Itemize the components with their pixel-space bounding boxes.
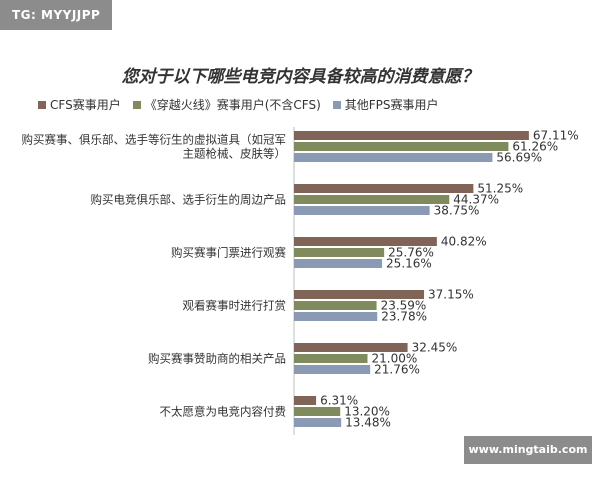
bar-1: [294, 237, 437, 246]
legend-label-s1: CFS赛事用户: [50, 98, 121, 112]
footer-watermark: www.mingtaib.com: [464, 436, 592, 464]
data-label: 23.78%: [381, 310, 427, 324]
data-label: 6.31%: [320, 394, 358, 408]
legend-item-s3: 其他FPS赛事用户: [332, 96, 439, 113]
bar-2: [294, 248, 385, 257]
legend-swatch-s1: [38, 100, 46, 109]
category-label: 观看赛事时进行打赏: [183, 299, 287, 313]
bar-1: [294, 184, 474, 193]
legend-swatch-s2: [132, 100, 141, 109]
data-label: 44.37%: [453, 193, 499, 207]
bar-2: [294, 407, 341, 416]
data-label: 37.15%: [428, 288, 474, 302]
data-label: 40.82%: [441, 235, 487, 249]
bar-2: [294, 142, 509, 151]
bar-2: [294, 195, 450, 204]
bar-2: [294, 301, 377, 310]
category-label: 购买赛事门票进行观赛: [171, 246, 286, 260]
legend-label-s3: 其他FPS赛事用户: [344, 98, 439, 112]
legend-swatch-s3: [332, 100, 341, 109]
corner-tag: TG: MYYJJPP: [0, 0, 113, 30]
legend-label-s2: 《穿越火线》赛事用户(不含CFS): [144, 98, 321, 112]
data-label: 32.45%: [412, 341, 458, 355]
chart-title: 您对于以下哪些电竞内容具备较高的消费意愿？: [121, 67, 479, 87]
category-label: 购买电竞俱乐部、选手衍生的周边产品: [91, 193, 287, 207]
bar-3: [294, 365, 371, 374]
category-label: 购买赛事、俱乐部、选手等衍生的虚拟道具（如冠军: [22, 133, 287, 147]
legend-item-s2: 《穿越火线》赛事用户(不含CFS): [132, 96, 321, 113]
bar-1: [294, 131, 529, 140]
category-label: 主题枪械、皮肤等）: [183, 147, 287, 161]
data-label: 21.00%: [372, 352, 418, 366]
legend: CFS赛事用户 《穿越火线》赛事用户(不含CFS) 其他FPS赛事用户: [38, 96, 439, 113]
data-label: 25.76%: [388, 246, 434, 260]
data-label: 61.26%: [512, 140, 558, 154]
data-label: 38.75%: [434, 204, 480, 218]
data-label: 13.20%: [344, 405, 390, 419]
legend-item-s1: CFS赛事用户: [38, 96, 121, 113]
bar-3: [294, 418, 342, 427]
bar-3: [294, 206, 430, 215]
bar-2: [294, 354, 368, 363]
bar-3: [294, 312, 378, 321]
bar-1: [294, 396, 317, 405]
data-label: 21.76%: [374, 363, 420, 377]
data-label: 67.11%: [533, 129, 579, 143]
category-label: 不太愿意为电竞内容付费: [160, 405, 287, 419]
data-label: 23.59%: [381, 299, 427, 313]
bar-3: [294, 259, 383, 268]
data-label: 51.25%: [477, 182, 523, 196]
data-label: 25.16%: [386, 257, 432, 271]
data-label: 56.69%: [496, 151, 542, 165]
bar-1: [294, 343, 408, 352]
category-label: 购买赛事赞助商的相关产品: [148, 352, 286, 366]
bar-3: [294, 153, 493, 162]
data-label: 13.48%: [345, 416, 391, 430]
bar-1: [294, 290, 425, 299]
